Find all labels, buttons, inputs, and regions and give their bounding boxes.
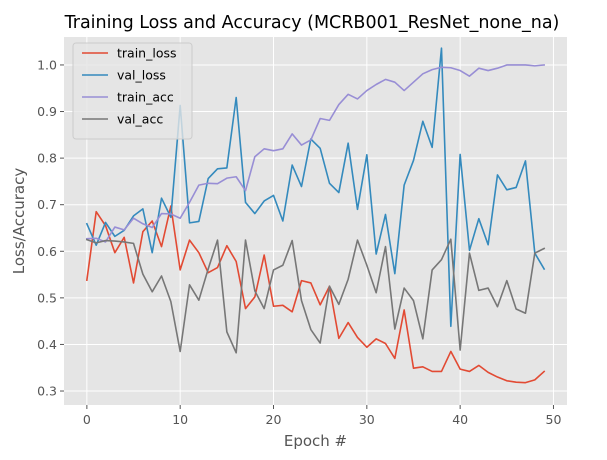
legend-box: [72, 42, 193, 140]
x-tick-label: 40: [452, 412, 468, 427]
series-line-train-acc: [86, 64, 546, 243]
legend-label-val-loss: val_loss: [117, 68, 166, 83]
legend-label-train-loss: train_loss: [117, 46, 177, 61]
x-tick-label: 30: [359, 412, 375, 427]
y-axis-ticks: 0.3 0.4 0.5 0.6 0.7 0.8 0.9 1.0: [37, 57, 64, 399]
y-tick-label: 1.0: [37, 57, 57, 72]
y-tick-label: 0.5: [37, 290, 57, 305]
y-tick-label: 0.4: [37, 337, 57, 352]
x-tick-label: 10: [172, 412, 188, 427]
x-tick-label: 0: [83, 412, 91, 427]
series-line-val-acc: [85, 238, 546, 354]
series-line-val-loss: [85, 47, 546, 328]
series-lines: [85, 47, 546, 384]
y-tick-label: 0.8: [37, 151, 57, 166]
y-tick-label: 0.3: [37, 384, 57, 399]
x-axis-ticks: 0 10 20 30 40 50: [83, 405, 562, 427]
legend: train_loss val_loss train_acc val_acc: [72, 42, 193, 140]
series-line-train-loss: [85, 205, 546, 384]
y-tick-label: 0.6: [37, 244, 57, 259]
y-tick-label: 0.9: [37, 104, 57, 119]
y-axis-label: Loss/Accuracy: [10, 168, 28, 275]
chart-title: Training Loss and Accuracy (MCRB001_ResN…: [64, 13, 560, 33]
y-tick-label: 0.7: [37, 197, 57, 212]
x-axis-label: Epoch #: [284, 432, 347, 450]
x-tick-label: 20: [266, 412, 282, 427]
legend-label-val-acc: val_acc: [117, 112, 163, 127]
x-tick-label: 50: [546, 412, 562, 427]
legend-label-train-acc: train_acc: [117, 90, 174, 105]
grid-lines: [64, 37, 567, 405]
